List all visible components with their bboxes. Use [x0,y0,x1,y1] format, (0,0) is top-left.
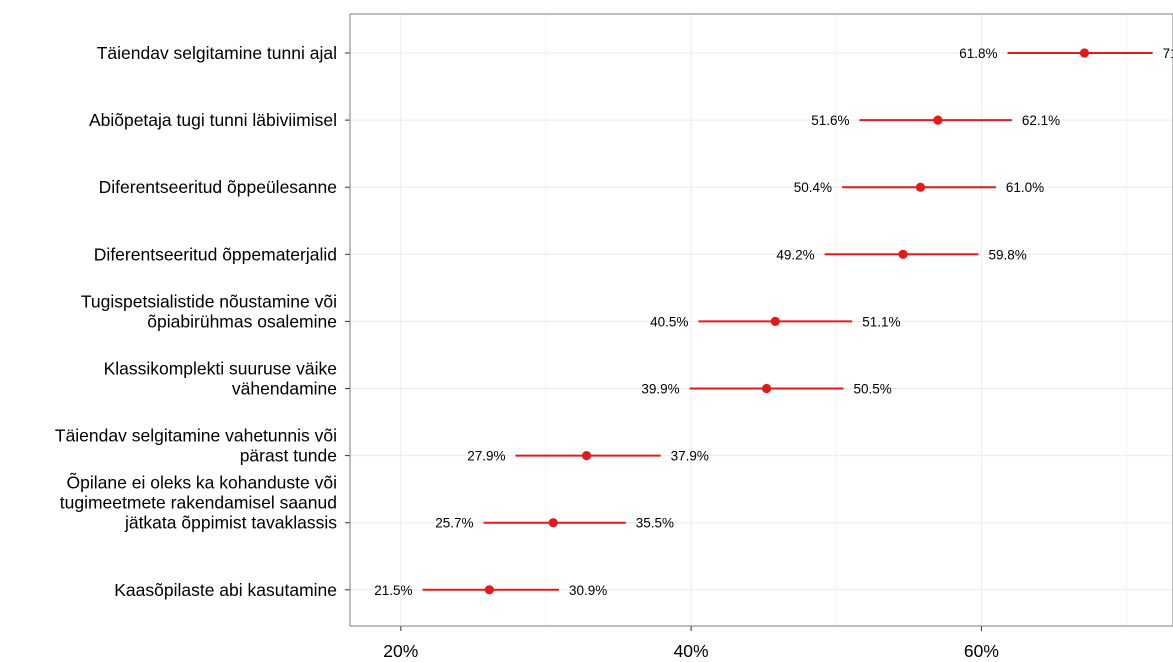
points [484,48,1090,595]
category-label-line: vähendamine [232,379,337,399]
category-label-line: Õpilane ei oleks ka kohanduste või [67,472,337,493]
estimate-point [898,249,908,259]
low-value-label: 25.7% [435,516,473,531]
high-value-label: 61.0% [1006,180,1044,195]
low-value-label: 39.9% [641,382,679,397]
estimate-point [581,451,592,461]
category-label: Klassikomplekti suuruse väike vähendamine [104,359,337,399]
high-value-label: 35.5% [636,516,674,531]
high-value-label: 71.8% [1163,46,1173,61]
category-label-line: tugimeetmete rakendamisel saanud [60,493,337,513]
low-value-label: 27.9% [467,449,505,464]
low-value-label: 61.8% [959,46,997,61]
category-label-line: pärast tunde [240,446,337,466]
high-value-label: 37.9% [671,449,709,464]
category-label: Täiendav selgitamine vahetunnis või päras… [55,426,337,466]
category-label-line: jätkata õppimist tavaklassis [124,513,337,533]
category-label: Diferentseeritud õppematerjalid [94,244,337,264]
category-label: Õpilane ei oleks ka kohanduste või tugime… [60,472,337,533]
category-label-line: Täiendav selgitamine vahetunnis või [55,426,337,446]
x-tick-label: 40% [674,641,709,661]
grid [350,14,1173,626]
x-tick-label: 20% [383,641,418,661]
data-labels: 61.8% 71.8% 51.6% 62.1% 50.4% 61.0% 49.2% 59.8%… [374,46,1173,598]
category-label: Kaasõpilaste abi kasutamine [114,580,337,600]
category-label: Tugispetsialistide nõustamine või õpiabir… [81,291,337,331]
y-axis: Täiendav selgitamine tunni ajal Abiõpetaj… [55,43,350,600]
estimate-point [548,518,558,528]
high-value-label: 51.1% [862,314,900,329]
estimate-point [761,383,772,394]
estimate-point [770,316,780,326]
plot-background [350,14,1173,626]
category-label-line: Tugispetsialistide nõustamine või [81,291,337,311]
category-label-line: Täiendav selgitamine tunni ajal [97,43,337,63]
high-value-label: 59.8% [988,247,1026,262]
low-value-label: 49.2% [776,247,814,262]
category-label-line: Diferentseeritud õppeülesanne [99,177,337,197]
x-tick-label: 60% [964,641,999,661]
category-label-line: Kaasõpilaste abi kasutamine [114,580,337,600]
low-value-label: 21.5% [374,583,412,598]
low-value-label: 50.4% [794,180,832,195]
estimate-point [915,182,926,192]
category-label: Täiendav selgitamine tunni ajal [97,43,337,63]
category-label-line: õpiabirühmas osalemine [147,311,337,331]
x-axis: 20% 40% 60% [383,626,999,661]
category-label-line: Diferentseeritud õppematerjalid [94,244,337,264]
estimate-point [933,115,943,125]
estimate-point [1079,48,1090,58]
category-label-line: Abiõpetaja tugi tunni läbiviimisel [89,110,337,130]
category-label: Abiõpetaja tugi tunni läbiviimisel [89,110,337,130]
plot-border [349,13,1173,627]
high-value-label: 30.9% [569,583,607,598]
estimate-point [484,585,494,595]
category-label: Diferentseeritud õppeülesanne [99,177,337,197]
high-value-label: 50.5% [854,382,892,397]
high-value-label: 62.1% [1022,113,1060,128]
low-value-label: 40.5% [650,314,688,329]
low-value-label: 51.6% [811,113,849,128]
category-label-line: Klassikomplekti suuruse väike [104,359,337,379]
